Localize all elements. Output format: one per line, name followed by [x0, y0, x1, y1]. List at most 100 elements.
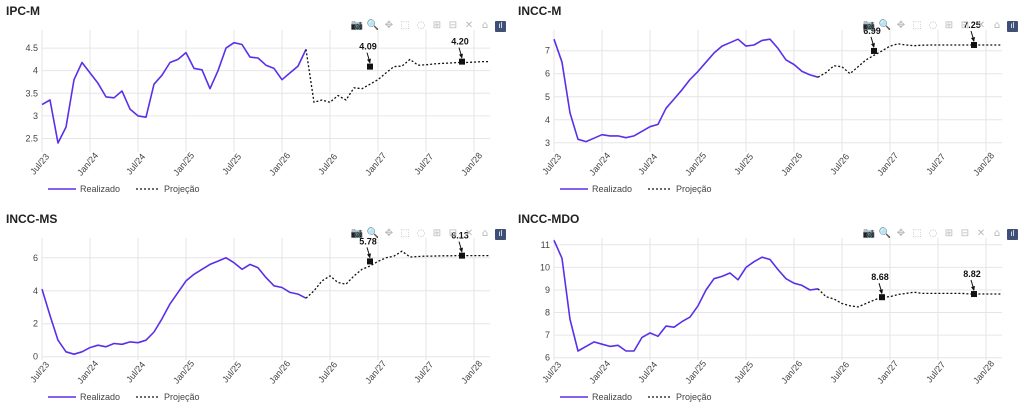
box-select-icon[interactable]: ⬚	[400, 228, 410, 239]
annotation-label: 8.68	[871, 272, 889, 282]
x-tick-label: Jan/25	[171, 151, 196, 178]
annotation-arrowhead	[971, 286, 975, 292]
annotation-label: 4.09	[359, 42, 377, 52]
zoom-out-icon[interactable]: ⊟	[448, 228, 458, 239]
chart-title: INCC-MDO	[518, 212, 580, 226]
y-tick-label: 10	[540, 262, 550, 272]
plotly-logo-icon[interactable]: ıl	[495, 228, 506, 240]
autoscale-icon[interactable]: ✕	[976, 228, 986, 239]
y-tick-label: 3	[33, 111, 38, 121]
x-tick-label: Jul/23	[28, 360, 51, 385]
plotly-logo-icon[interactable]: ıl	[1007, 228, 1018, 240]
chart-svg[interactable]: 2.5 3 3.5 4 4.5 Jul/23 Jan/24 Jul/24 Jan/25 Jul/2…	[0, 0, 512, 207]
autoscale-icon[interactable]: ✕	[464, 20, 474, 31]
chart-title: IPC-M	[6, 4, 40, 18]
home-icon[interactable]: ⌂	[481, 228, 489, 239]
zoom-icon[interactable]: 🔍	[878, 228, 892, 239]
y-tick-label: 4.5	[25, 43, 38, 53]
x-tick-label: Jul/26	[828, 360, 851, 385]
x-tick-label: Jan/25	[683, 359, 708, 386]
realized-line	[553, 38, 819, 143]
autoscale-icon[interactable]: ✕	[464, 228, 474, 239]
home-icon[interactable]: ⌂	[481, 20, 489, 31]
chart-svg[interactable]: 0 2 4 6 Jul/23 Jan/24 Jul/24 Jan/25 Jul/25 Jan/26…	[0, 208, 512, 415]
x-tick-label: Jan/26	[267, 151, 292, 178]
y-tick-label: 4	[33, 286, 38, 296]
annotation-marker	[459, 58, 465, 65]
x-tick-label: Jul/27	[412, 360, 435, 385]
x-tick-label: Jan/24	[75, 359, 100, 386]
plotly-logo-icon[interactable]: ıl	[1007, 20, 1018, 32]
chart-title: INCC-MS	[6, 212, 58, 226]
projection-line	[817, 43, 1002, 78]
zoom-icon[interactable]: 🔍	[878, 20, 892, 31]
y-tick-label: 7	[545, 46, 550, 56]
annotation-marker	[871, 47, 877, 54]
legend-projection-label: Projeção	[164, 184, 200, 194]
annotation-label: 8.82	[963, 269, 981, 279]
annotation-arrowhead	[879, 289, 883, 295]
x-tick-label: Jul/24	[636, 360, 659, 385]
zoom-out-icon[interactable]: ⊟	[448, 20, 458, 31]
zoom-out-icon[interactable]: ⊟	[960, 20, 970, 31]
annotation-marker	[879, 294, 885, 301]
legend-realized-label: Realizado	[80, 184, 120, 194]
box-select-icon[interactable]: ⬚	[400, 20, 410, 31]
zoom-in-icon[interactable]: ⊞	[944, 20, 954, 31]
annotation-marker	[971, 41, 977, 48]
legend-realized-label: Realizado	[592, 392, 632, 402]
chart-panel-incc-m: INCC-M 3 4 5 6 7 Jul/23 Jan/24 Jul/24 Jan/25 Jul/…	[512, 0, 1024, 207]
annotation-marker	[459, 252, 465, 259]
legend-realized-label: Realizado	[80, 392, 120, 402]
zoom-out-icon[interactable]: ⊟	[960, 228, 970, 239]
camera-icon[interactable]: 📷	[862, 228, 876, 239]
zoom-in-icon[interactable]: ⊞	[432, 20, 442, 31]
legend-realized-label: Realizado	[592, 184, 632, 194]
zoom-icon[interactable]: 🔍	[366, 228, 380, 239]
chart-svg[interactable]: 6 7 8 9 10 11 Jul/23 Jan/24 Jul/24 Jan/25 Jul/25 Ja…	[512, 208, 1024, 415]
camera-icon[interactable]: 📷	[350, 228, 364, 239]
annotation-label: 6.99	[863, 26, 881, 36]
chart-svg[interactable]: 3 4 5 6 7 Jul/23 Jan/24 Jul/24 Jan/25 Jul/25 Jan/2…	[512, 0, 1024, 207]
camera-icon[interactable]: 📷	[350, 20, 364, 31]
x-tick-label: Jan/24	[587, 151, 612, 178]
modebar: 📷 🔍 ✥ ⬚ ◌ ⊞ ⊟ ✕ ⌂ ıl	[351, 228, 506, 240]
pan-icon[interactable]: ✥	[896, 228, 906, 239]
zoom-in-icon[interactable]: ⊞	[944, 228, 954, 239]
lasso-icon[interactable]: ◌	[416, 20, 426, 31]
pan-icon[interactable]: ✥	[384, 20, 394, 31]
lasso-icon[interactable]: ◌	[928, 20, 938, 31]
zoom-icon[interactable]: 🔍	[366, 20, 380, 31]
y-tick-label: 2	[33, 319, 38, 329]
autoscale-icon[interactable]: ✕	[976, 20, 986, 31]
realized-line	[41, 256, 307, 355]
box-select-icon[interactable]: ⬚	[912, 20, 922, 31]
y-tick-label: 5	[545, 92, 550, 102]
y-tick-label: 4	[545, 115, 550, 125]
box-select-icon[interactable]: ⬚	[912, 228, 922, 239]
y-tick-label: 6	[33, 253, 38, 263]
annotation-label: 5.78	[359, 236, 377, 246]
x-tick-label: Jul/25	[220, 360, 243, 385]
legend-projection-label: Projeção	[676, 392, 712, 402]
chart-panel-incc-ms: INCC-MS 0 2 4 6 Jul/23 Jan/24 Jul/24 Jan/25 Jul/…	[0, 208, 512, 415]
x-tick-label: Jan/27	[875, 359, 900, 386]
home-icon[interactable]: ⌂	[993, 228, 1001, 239]
x-tick-label: Jul/25	[732, 360, 755, 385]
annotation-arrowhead	[459, 53, 463, 59]
x-tick-label: Jan/26	[267, 359, 292, 386]
x-tick-label: Jul/24	[636, 152, 659, 177]
y-tick-label: 3	[545, 138, 550, 148]
lasso-icon[interactable]: ◌	[416, 228, 426, 239]
annotation-label: 7.25	[963, 20, 981, 30]
x-tick-label: Jan/28	[459, 359, 484, 386]
y-tick-label: 3.5	[25, 88, 38, 98]
lasso-icon[interactable]: ◌	[928, 228, 938, 239]
pan-icon[interactable]: ✥	[896, 20, 906, 31]
plotly-logo-icon[interactable]: ıl	[495, 20, 506, 32]
camera-icon[interactable]: 📷	[862, 20, 876, 31]
zoom-in-icon[interactable]: ⊞	[432, 228, 442, 239]
home-icon[interactable]: ⌂	[993, 20, 1001, 31]
x-tick-label: Jul/27	[924, 152, 947, 177]
pan-icon[interactable]: ✥	[384, 228, 394, 239]
